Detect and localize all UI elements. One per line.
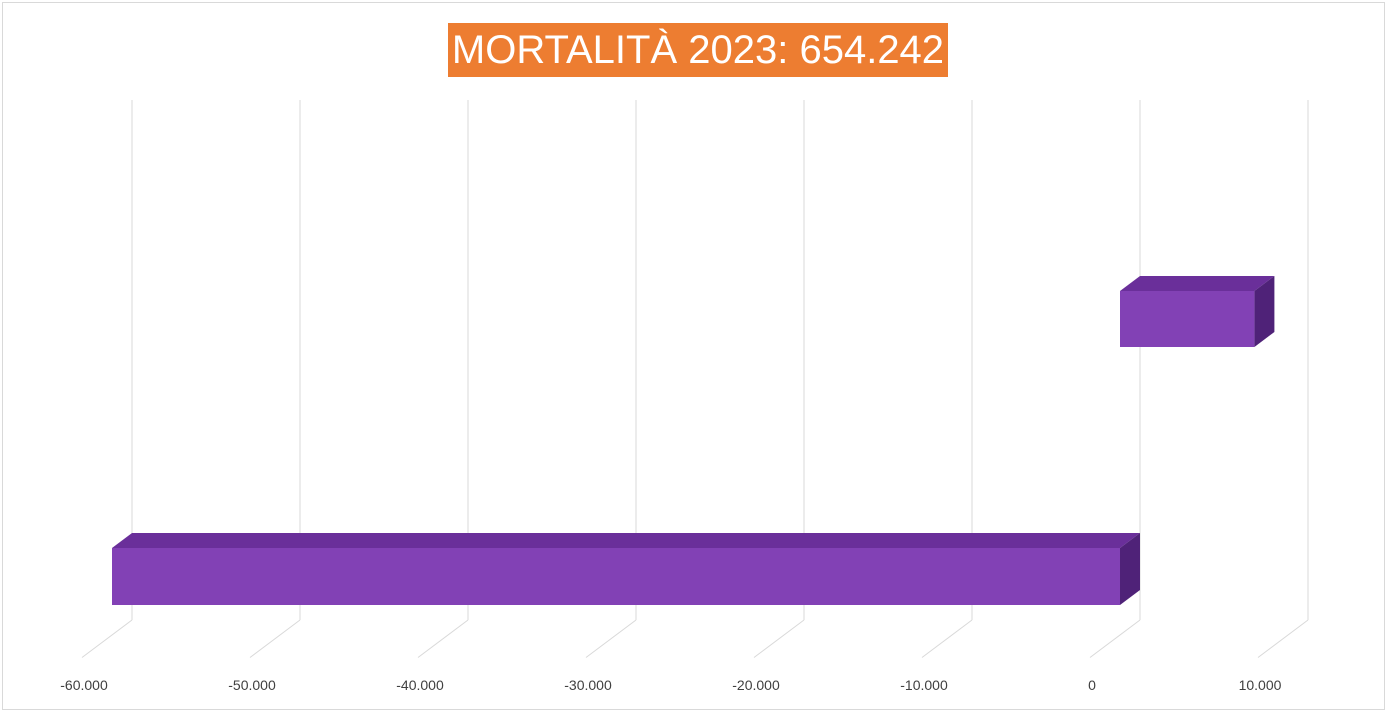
x-tick-label: -50.000: [228, 677, 276, 693]
gridline-floor: [249, 619, 301, 658]
x-tick-label: -60.000: [60, 677, 108, 693]
chart-title: MORTALITÀ 2023: 654.242: [448, 23, 948, 77]
gridline-floor: [417, 619, 469, 658]
bar-side-face: [1120, 533, 1140, 605]
bar-top-face: [112, 533, 1140, 548]
x-tick-label: 10.000: [1239, 677, 1282, 693]
gridline-floor: [585, 619, 637, 658]
bar: [112, 548, 1120, 605]
x-tick-label: -10.000: [900, 677, 948, 693]
x-tick-label: -40.000: [396, 677, 444, 693]
x-tick-label: -20.000: [732, 677, 780, 693]
bar-top-face: [1120, 276, 1275, 291]
x-tick-label: 0: [1088, 677, 1096, 693]
gridline-floor: [753, 619, 805, 658]
gridline-floor: [1089, 619, 1141, 658]
gridline-floor: [81, 619, 133, 658]
bar-side-face: [1254, 276, 1275, 347]
x-tick-label: -30.000: [564, 677, 612, 693]
gridline-floor: [921, 619, 973, 658]
gridline-floor: [1257, 619, 1309, 658]
bar: [1120, 291, 1255, 347]
